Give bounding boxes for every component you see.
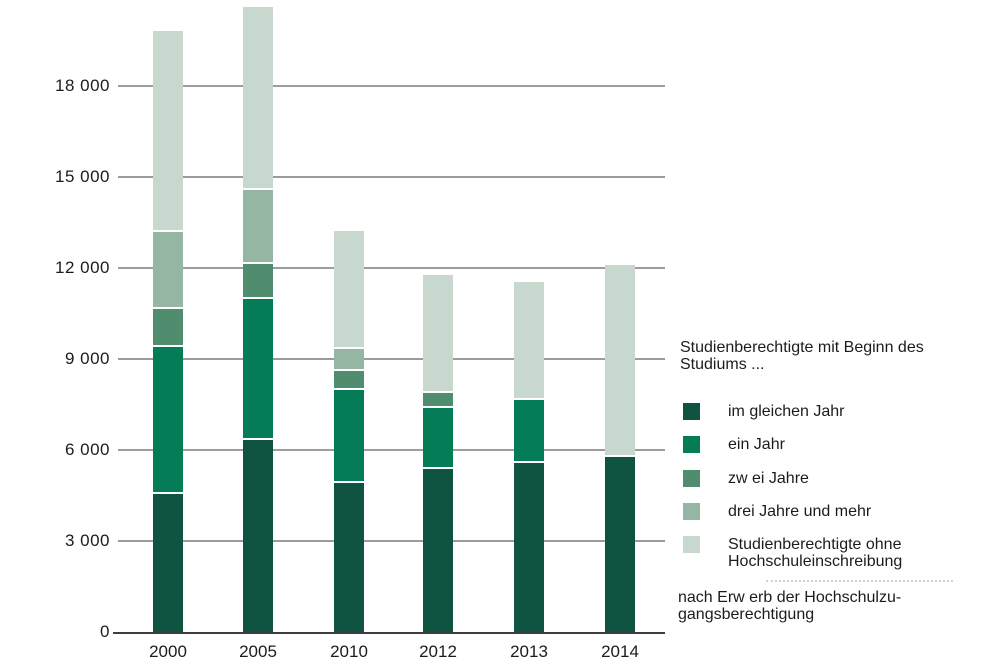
bar-segment-2000-zwei-jahre — [153, 307, 183, 346]
legend-color-chip — [683, 403, 700, 420]
axis-footnote-line1: nach Erw erb der Hochschulzu- — [678, 589, 902, 606]
bar-2000 — [153, 31, 183, 632]
bar-segment-2010-ein-jahr — [334, 387, 364, 481]
dotted-separator — [766, 580, 953, 582]
bar-segment-2000-studienberechtigte-ohne-hochschuleinschreibung — [153, 31, 183, 231]
bar-segment-2010-im-gleichen-jahr — [334, 480, 364, 632]
axis-footnote-line2: gangsberechtigung — [678, 606, 815, 623]
y-axis-tick-label: 15 000 — [55, 167, 110, 186]
bar-segment-2014-im-gleichen-jahr — [605, 454, 635, 632]
gridline-15000 — [118, 176, 665, 178]
bar-2010 — [334, 231, 364, 632]
bar-segment-2014-studienberechtigte-ohne-hochschuleinschreibung — [605, 264, 635, 455]
gridline-6000 — [118, 449, 665, 451]
y-axis-tick-label: 0 — [100, 622, 110, 641]
x-axis-tick-label-2013: 2013 — [510, 642, 548, 661]
legend-item-label: im gleichen Jahr — [728, 403, 845, 420]
bar-segment-2013-im-gleichen-jahr — [514, 460, 544, 632]
gridline-12000 — [118, 267, 665, 269]
y-axis-tick-label: 18 000 — [55, 76, 110, 95]
legend-color-chip — [683, 436, 700, 453]
bar-segment-2012-zwei-jahre — [423, 391, 453, 406]
axis-footnote: nach Erw erb der Hochschulzu- gangsberec… — [678, 589, 901, 623]
legend-item-label: ein Jahr — [728, 436, 785, 453]
y-axis-tick-label: 9 000 — [64, 349, 110, 368]
bar-segment-2000-drei-jahre-und-mehr — [153, 230, 183, 308]
y-axis-tick-label: 6 000 — [64, 440, 110, 459]
gridline-3000 — [118, 540, 665, 542]
bar-2014 — [605, 264, 635, 632]
y-axis-tick-label: 3 000 — [64, 531, 110, 550]
x-axis-line — [113, 632, 665, 634]
bar-segment-2005-drei-jahre-und-mehr — [243, 187, 273, 262]
legend-title-line1: Studienberechtigte mit Beginn des — [680, 339, 924, 356]
bar-segment-2005-im-gleichen-jahr — [243, 437, 273, 632]
bar-segment-2010-studienberechtigte-ohne-hochschuleinschreibung — [334, 231, 364, 348]
y-axis-tick-label: 12 000 — [55, 258, 110, 277]
bar-segment-2012-ein-jahr — [423, 405, 453, 467]
bar-segment-2010-drei-jahre-und-mehr — [334, 347, 364, 369]
bar-segment-2005-studienberechtigte-ohne-hochschuleinschreibung — [243, 7, 273, 188]
x-axis-tick-label-2000: 2000 — [149, 642, 187, 661]
legend-title: Studienberechtigte mit Beginn des Studiu… — [680, 339, 924, 373]
bar-2013 — [514, 281, 544, 632]
bar-segment-2000-ein-jahr — [153, 345, 183, 493]
x-axis-tick-label-2012: 2012 — [419, 642, 457, 661]
bar-segment-2010-zwei-jahre — [334, 368, 364, 388]
bar-2005 — [243, 7, 273, 632]
legend-item-label: Studienberechtigte ohne Hochschuleinschre… — [728, 536, 903, 570]
bar-segment-2005-zwei-jahre — [243, 261, 273, 297]
bar-segment-2012-studienberechtigte-ohne-hochschuleinschreibung — [423, 275, 453, 392]
legend-color-chip — [683, 536, 700, 553]
legend-item-label: drei Jahre und mehr — [728, 503, 872, 520]
legend-title-line2: Studiums ... — [680, 356, 765, 373]
bar-segment-2005-ein-jahr — [243, 296, 273, 438]
legend-color-chip — [683, 503, 700, 520]
x-axis-tick-label-2010: 2010 — [330, 642, 368, 661]
bar-segment-2013-studienberechtigte-ohne-hochschuleinschreibung — [514, 281, 544, 398]
x-axis-tick-label-2005: 2005 — [239, 642, 277, 661]
gridline-18000 — [118, 85, 665, 87]
gridline-9000 — [118, 358, 665, 360]
bar-segment-2012-im-gleichen-jahr — [423, 466, 453, 632]
bar-segment-2013-ein-jahr — [514, 397, 544, 461]
bar-segment-2000-im-gleichen-jahr — [153, 492, 183, 632]
bar-2012 — [423, 275, 453, 632]
legend-color-chip — [683, 470, 700, 487]
x-axis-tick-label-2014: 2014 — [601, 642, 639, 661]
legend-item-label: zw ei Jahre — [728, 470, 809, 487]
